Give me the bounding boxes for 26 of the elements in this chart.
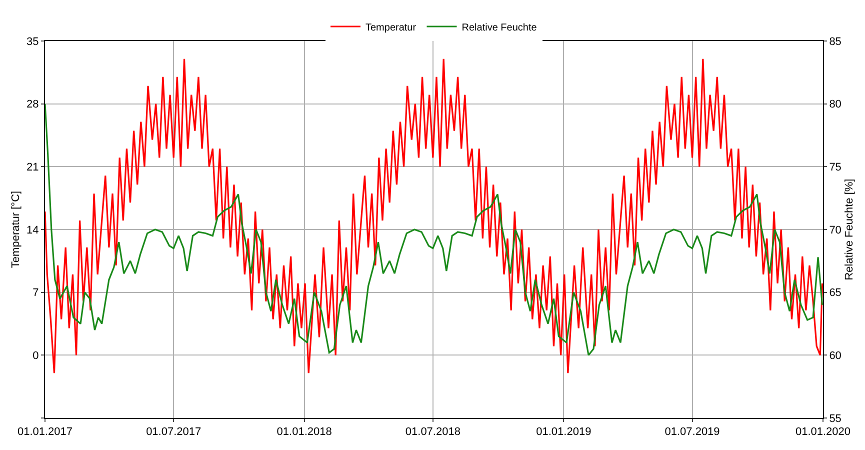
x-tick-label: 01.01.2020 <box>795 426 851 438</box>
x-tick-label: 01.07.2018 <box>405 426 460 438</box>
y2-tick-label: 80 <box>829 98 842 111</box>
y2-tick-label: 60 <box>829 350 842 362</box>
y-tick-label: 14 <box>26 224 39 236</box>
y-tick-label: 0 <box>32 350 39 362</box>
line-series <box>45 103 823 356</box>
y-tick-label: 35 <box>26 36 39 48</box>
y-axis-title: Temperatur [°C] <box>10 190 22 268</box>
y2-tick-label: 55 <box>829 412 842 425</box>
y-tick-label: 28 <box>26 98 39 111</box>
legend-label: Temperatur <box>366 22 417 34</box>
x-tick-label: 01.07.2019 <box>664 426 720 438</box>
x-tick-label: 01.07.2017 <box>146 426 202 438</box>
y2-tick-label: 70 <box>829 224 842 236</box>
y-tick-label: 7 <box>32 287 39 300</box>
y2-tick-label: 85 <box>829 36 842 48</box>
x-tick-label: 01.01.2019 <box>536 426 592 438</box>
x-tick-label: 01.01.2018 <box>276 426 332 438</box>
legend-label: Relative Feuchte <box>462 22 538 34</box>
y2-tick-label: 65 <box>829 287 842 300</box>
y-tick-label: 21 <box>26 162 39 174</box>
line-series <box>45 58 823 374</box>
y2-axis-title: Relative Feuchte [%] <box>844 178 856 280</box>
y2-tick-label: 75 <box>829 162 842 174</box>
x-tick-label: 01.01.2017 <box>17 426 73 438</box>
